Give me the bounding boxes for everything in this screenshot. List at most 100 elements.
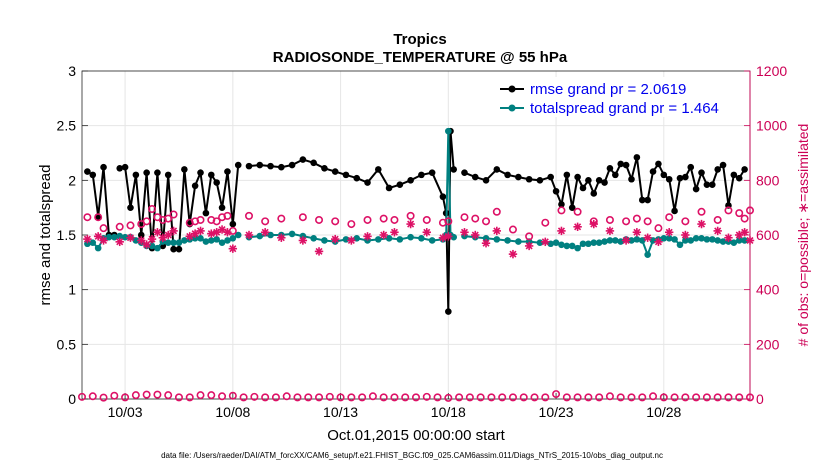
obs-assimilated-marker — [83, 234, 92, 244]
obs-possible-marker — [573, 207, 582, 216]
obs-possible-marker — [422, 215, 431, 224]
obs-assimilated-marker — [713, 226, 722, 236]
rmse-point — [714, 166, 721, 173]
obs-possible-marker — [681, 217, 690, 226]
totalspread-point — [536, 239, 544, 246]
obs-assimilated-marker — [99, 236, 108, 245]
obs-assimilated-marker — [605, 226, 615, 236]
rmse-point — [439, 193, 447, 201]
obs-assimilated-marker — [471, 230, 480, 240]
totalspread-line — [248, 131, 455, 243]
obs-possible-marker — [115, 222, 124, 231]
obs-assimilated-marker — [93, 232, 103, 241]
totalspread-point — [445, 127, 452, 135]
rmse-point — [267, 162, 274, 170]
obs-possible-marker — [471, 214, 480, 223]
legend-spread-marker — [508, 104, 516, 112]
totalspread-point — [671, 236, 678, 243]
obs-possible-marker — [654, 224, 663, 233]
obs-possible-marker — [347, 220, 356, 229]
obs-assimilated-marker — [260, 228, 270, 237]
totalspread-point — [719, 238, 727, 245]
totalspread-point — [342, 236, 350, 243]
obs-possible-marker — [745, 393, 754, 402]
obs-possible-marker — [99, 393, 108, 402]
obs-possible-marker — [298, 213, 307, 222]
totalspread-point — [234, 231, 242, 239]
obs-possible-marker — [735, 393, 744, 402]
obs-assimilated-marker — [557, 226, 566, 236]
obs-possible-marker — [325, 392, 334, 401]
rmse-point — [234, 161, 242, 169]
obs-possible-marker — [401, 393, 410, 402]
totalspread-point — [558, 241, 565, 249]
obs-possible-marker — [482, 217, 491, 226]
rmse-point — [536, 177, 544, 184]
obs-possible-marker — [164, 214, 173, 223]
totalspread-point — [515, 238, 522, 245]
y-right-tick-label: 400 — [756, 282, 780, 298]
obs-possible-marker — [487, 393, 496, 402]
obs-assimilated-marker — [745, 236, 755, 245]
totalspread-point — [741, 237, 748, 244]
obs-possible-marker — [239, 393, 248, 402]
totalspread-point — [94, 244, 102, 252]
totalspread-point — [579, 240, 587, 248]
obs-possible-marker — [557, 206, 566, 215]
obs-possible-marker — [94, 213, 103, 222]
obs-possible-marker — [745, 206, 754, 215]
totalspread-point — [638, 237, 646, 244]
rmse-point — [218, 204, 226, 211]
obs-assimilated-marker — [228, 244, 238, 253]
obs-possible-marker — [363, 215, 372, 224]
totalspread-point — [606, 237, 614, 244]
obs-possible-marker — [282, 392, 291, 401]
obs-assimilated-marker — [363, 232, 372, 241]
obs-assimilated-marker — [406, 219, 415, 229]
obs-possible-marker — [444, 217, 453, 226]
obs-possible-marker — [261, 393, 270, 402]
obs-possible-marker — [411, 393, 420, 402]
obs-possible-marker — [142, 390, 151, 399]
totalspread-point — [633, 236, 641, 243]
rmse-point — [445, 308, 452, 315]
obs-assimilated-marker — [314, 247, 324, 256]
rmse-point — [558, 201, 565, 208]
y-right-tick-label: 0 — [756, 391, 764, 407]
obs-possible-marker — [207, 391, 216, 400]
obs-possible-marker — [169, 210, 178, 219]
obs-assimilated-marker — [142, 240, 151, 249]
obs-possible-marker — [562, 393, 571, 402]
y-left-ticks: 0 0.5 1 1.5 2 2.5 3 — [57, 63, 88, 407]
totalspread-point — [714, 237, 721, 244]
rmse-point — [288, 161, 296, 169]
obs-possible-marker — [530, 393, 539, 402]
rmse-point — [552, 187, 560, 195]
rmse-point — [418, 171, 425, 179]
rmse-point — [660, 171, 668, 179]
totalspread-point — [590, 239, 598, 246]
chart-title: Tropics — [393, 31, 446, 48]
legend-rmse-marker — [508, 85, 516, 93]
rmse-point — [703, 181, 711, 189]
obs-assimilated-marker — [621, 236, 631, 245]
obs-assimilated-marker — [492, 226, 502, 236]
rmse-point — [321, 165, 328, 172]
obs-possible-marker — [142, 217, 151, 226]
rmse-point — [595, 177, 603, 184]
y-right-tick-label: 1000 — [756, 118, 787, 134]
rmse-point — [207, 171, 215, 179]
obs-assimilated-marker — [724, 233, 733, 242]
totalspread-point — [116, 232, 124, 240]
obs-possible-marker — [185, 393, 194, 402]
rmse-point — [353, 174, 361, 182]
y-left-tick-label: 1 — [68, 282, 76, 298]
obs-possible-marker — [508, 225, 517, 234]
obs-possible-marker — [368, 392, 377, 401]
totalspread-point — [218, 239, 226, 246]
rmse-point — [256, 161, 264, 169]
totalspread-point — [568, 242, 576, 250]
obs-possible-marker — [131, 391, 140, 400]
obs-possible-marker — [541, 393, 550, 402]
obs-possible-marker — [541, 218, 550, 227]
